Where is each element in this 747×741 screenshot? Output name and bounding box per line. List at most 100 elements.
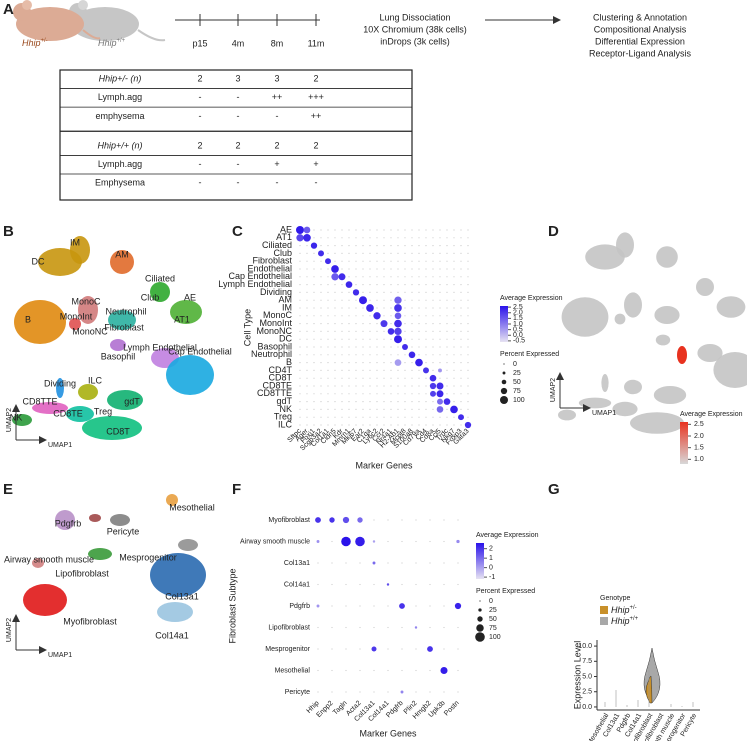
axis-label: UMAP1 <box>48 652 72 659</box>
axis-label: UMAP2 <box>550 378 557 402</box>
background-dot <box>446 424 448 426</box>
panel-label: C <box>232 223 243 240</box>
background-dot <box>397 354 399 356</box>
row-label: gdT <box>276 396 292 406</box>
background-dot <box>415 519 417 521</box>
background-dot <box>404 385 406 387</box>
background-dot <box>383 268 385 270</box>
background-dot <box>369 369 371 371</box>
legend-swatch <box>600 617 608 625</box>
expression-dot <box>429 382 437 390</box>
expression-dot <box>423 367 429 374</box>
background-dot <box>443 691 445 693</box>
cluster-blob <box>716 296 746 318</box>
background-dot <box>439 276 441 278</box>
genotype: +/- <box>41 38 48 44</box>
table-cell: - <box>199 111 202 121</box>
background-dot <box>334 299 336 301</box>
background-dot <box>348 237 350 239</box>
background-dot <box>348 385 350 387</box>
background-dot <box>348 229 350 231</box>
background-dot <box>334 408 336 410</box>
background-dot <box>383 291 385 293</box>
cluster-blob <box>585 244 625 270</box>
background-dot <box>404 260 406 262</box>
background-dot <box>439 362 441 364</box>
background-dot <box>425 424 427 426</box>
background-dot <box>460 323 462 325</box>
background-dot <box>334 416 336 418</box>
background-dot <box>467 354 469 356</box>
background-dot <box>439 245 441 247</box>
background-dot <box>460 268 462 270</box>
background-dot <box>390 276 392 278</box>
background-dot <box>401 626 403 629</box>
background-dot <box>369 237 371 239</box>
background-dot <box>387 540 389 543</box>
legend-tick-label: 1.0 <box>694 456 704 463</box>
table-row-label: emphysema <box>95 111 144 121</box>
background-dot <box>334 252 336 254</box>
background-dot <box>320 408 322 410</box>
row-label: Fibroblast <box>252 256 292 266</box>
background-dot <box>460 245 462 247</box>
background-dot <box>362 307 364 309</box>
background-dot <box>418 229 420 231</box>
background-dot <box>439 315 441 317</box>
expression-dot <box>438 368 442 373</box>
background-dot <box>376 362 378 364</box>
background-dot <box>401 648 403 650</box>
background-dot <box>327 276 329 278</box>
legend-size-dot <box>500 387 508 395</box>
background-dot <box>355 284 357 286</box>
background-dot <box>397 416 399 418</box>
background-dot <box>453 284 455 286</box>
background-dot <box>453 354 455 356</box>
background-dot <box>425 284 427 286</box>
background-dot <box>425 237 427 239</box>
background-dot <box>383 362 385 364</box>
background-dot <box>334 393 336 395</box>
background-dot <box>306 330 308 332</box>
background-dot <box>355 338 357 340</box>
cluster-label: B <box>25 314 31 324</box>
background-dot <box>467 346 469 348</box>
background-dot <box>355 307 357 309</box>
background-dot <box>306 323 308 325</box>
background-dot <box>390 260 392 262</box>
background-dot <box>369 245 371 247</box>
background-dot <box>404 377 406 379</box>
background-dot <box>404 401 406 403</box>
cluster-blob <box>110 250 134 274</box>
background-dot <box>387 691 389 693</box>
background-dot <box>359 562 361 564</box>
background-dot <box>327 245 329 247</box>
background-dot <box>439 338 441 340</box>
background-dot <box>460 369 462 371</box>
cluster-blob <box>166 494 178 506</box>
background-dot <box>432 276 434 278</box>
row-label: Lipofibroblast <box>268 624 310 631</box>
background-dot <box>334 245 336 247</box>
cluster-label: MonoC <box>71 296 101 306</box>
background-dot <box>362 338 364 340</box>
cluster-blob <box>82 416 142 440</box>
background-dot <box>327 330 329 332</box>
legend-tick-label: 50 <box>489 616 497 623</box>
background-dot <box>460 291 462 293</box>
legend-tick-label: 1.0 <box>513 321 523 328</box>
expression-dot <box>315 517 321 523</box>
background-dot <box>418 354 420 356</box>
background-dot <box>418 338 420 340</box>
background-dot <box>341 385 343 387</box>
table-row-label: Hhip+/- (n) <box>99 74 142 84</box>
background-dot <box>341 268 343 270</box>
background-dot <box>432 416 434 418</box>
cluster-blob <box>108 310 136 330</box>
row-label: Cap Endothelial <box>228 271 292 281</box>
legend-size-dot <box>476 624 484 632</box>
cluster-blob <box>578 397 612 409</box>
legend-tick-label: 2.0 <box>694 433 704 440</box>
background-dot <box>355 323 357 325</box>
expression-hotspot <box>677 346 687 364</box>
